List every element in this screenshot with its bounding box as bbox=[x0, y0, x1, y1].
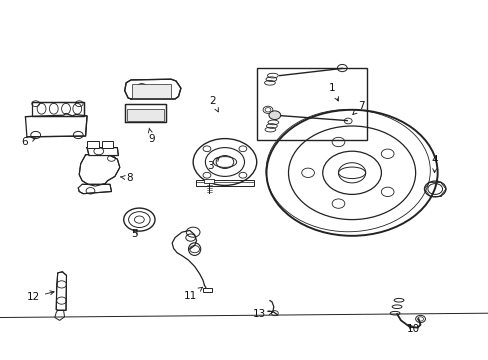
Bar bbox=[256, 68, 366, 140]
Bar bbox=[204, 179, 214, 183]
Text: 5: 5 bbox=[131, 229, 138, 239]
Text: 13: 13 bbox=[252, 309, 272, 319]
Polygon shape bbox=[124, 79, 181, 99]
Text: 7: 7 bbox=[352, 101, 365, 114]
Polygon shape bbox=[124, 104, 166, 122]
Polygon shape bbox=[32, 102, 84, 116]
Text: 1: 1 bbox=[328, 83, 338, 101]
Bar bbox=[127, 109, 163, 121]
Bar bbox=[132, 84, 171, 98]
Text: 12: 12 bbox=[26, 291, 54, 302]
Polygon shape bbox=[78, 184, 111, 194]
Polygon shape bbox=[102, 141, 113, 148]
Text: 10: 10 bbox=[406, 324, 419, 334]
Text: 4: 4 bbox=[431, 155, 438, 173]
Polygon shape bbox=[79, 153, 120, 186]
Text: 9: 9 bbox=[148, 128, 155, 144]
Polygon shape bbox=[56, 272, 66, 310]
Polygon shape bbox=[87, 148, 118, 156]
Polygon shape bbox=[87, 141, 99, 148]
Text: 8: 8 bbox=[121, 173, 133, 183]
Bar bbox=[203, 288, 211, 292]
Bar bbox=[195, 180, 254, 186]
Text: 11: 11 bbox=[183, 287, 202, 301]
Circle shape bbox=[268, 111, 280, 120]
Polygon shape bbox=[55, 310, 64, 320]
Text: 3: 3 bbox=[206, 157, 219, 171]
Text: 2: 2 bbox=[209, 96, 218, 112]
Polygon shape bbox=[25, 113, 87, 137]
Text: 6: 6 bbox=[21, 137, 36, 147]
